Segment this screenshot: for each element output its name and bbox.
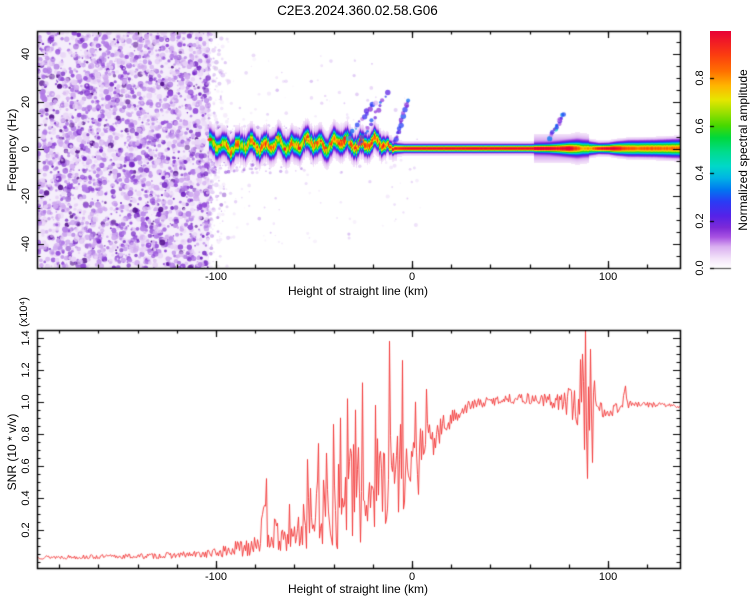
snr-axis-label: SNR (10 * v/v) xyxy=(5,413,19,491)
y-tick-label: 0.6 xyxy=(20,458,32,474)
x-tick-label: 0 xyxy=(408,571,416,583)
x-tick-label: 0 xyxy=(408,271,416,283)
y-tick-label: 1.2 xyxy=(20,362,32,378)
y-tick-label: 1.0 xyxy=(20,394,32,410)
x-tick-label: -100 xyxy=(204,271,227,283)
x-tick-label: 100 xyxy=(598,271,618,283)
y-tick-label: 0 xyxy=(20,145,32,153)
frequency-axis-label: Frequency (Hz) xyxy=(5,108,19,192)
y-tick-label: -20 xyxy=(20,188,32,205)
height-axis-label-bottom: Height of straight line (km) xyxy=(287,582,429,596)
snr-scale-note: (x10⁴) xyxy=(18,297,30,327)
colorbar-tick-label: 0.4 xyxy=(694,165,706,181)
colorbar-tick-label: 0.2 xyxy=(694,212,706,229)
y-tick-label: 0.2 xyxy=(20,522,32,538)
y-tick-label: -40 xyxy=(20,235,32,252)
y-tick-label: 40 xyxy=(20,48,32,61)
y-tick-label: 0.4 xyxy=(20,490,32,506)
y-tick-label: 1.4 xyxy=(20,330,32,346)
y-tick-label: 0.8 xyxy=(20,426,32,442)
colorbar-tick-label: 0.8 xyxy=(694,70,706,87)
x-tick-label: -100 xyxy=(204,571,227,583)
x-tick-label: 100 xyxy=(598,571,618,583)
y-tick-label: 20 xyxy=(20,95,32,108)
colorbar-tick-label: 0.6 xyxy=(694,118,706,134)
colorbar-tick-label: 0.0 xyxy=(694,260,706,276)
colorbar-axis-label: Normalized spectral amplitude xyxy=(736,69,750,231)
height-axis-label-top: Height of straight line (km) xyxy=(287,284,429,298)
